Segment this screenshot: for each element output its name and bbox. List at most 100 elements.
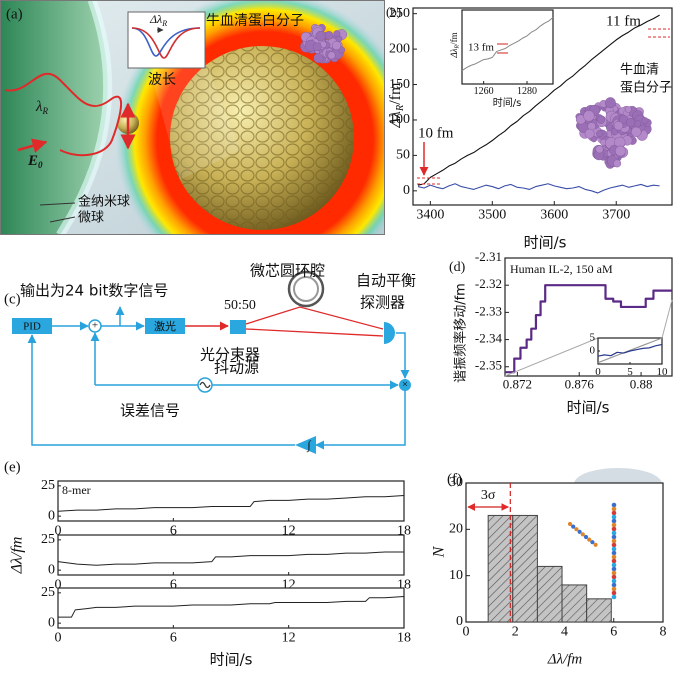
bead [611, 530, 617, 536]
molecule-atom [583, 110, 595, 122]
molecule-atom [324, 31, 334, 40]
label-sub: R [42, 106, 49, 116]
threshold-label: 3σ [481, 488, 496, 503]
x-tick-label: 6 [170, 578, 177, 593]
x-axis-label: Δλ/fm [547, 651, 583, 667]
light-wave [4, 72, 123, 157]
annotation: Human IL-2, 150 aM [510, 262, 613, 276]
bead [611, 582, 617, 588]
y-tick-label: 25 [41, 532, 55, 547]
y-tick-label: 100 [389, 112, 410, 127]
mixer-symbol: × [402, 379, 408, 391]
label-main: Δλ [449, 48, 459, 58]
label-main: Δλ [149, 12, 162, 26]
mixer [399, 379, 411, 391]
molecule-atom [327, 51, 336, 60]
error-label: 误差信号 [120, 402, 180, 420]
bead [587, 537, 592, 542]
sine-icon [199, 381, 211, 389]
splitter-label: 光分束器 [200, 346, 260, 364]
integrator [295, 436, 316, 454]
integrator-symbol: ∫ [306, 438, 311, 452]
nanosphere-label: 金纳米球 [78, 194, 130, 210]
molecule-label: 牛血清蛋白分子 [206, 13, 304, 29]
x-tick-label: 0 [55, 578, 62, 593]
molecule-atom [641, 117, 649, 125]
inset-box [127, 11, 206, 69]
y-tick-label: 200 [389, 41, 410, 56]
splitter [230, 320, 246, 334]
molecule-atom [333, 30, 341, 38]
data-line [57, 551, 404, 566]
bead [611, 534, 617, 540]
molecule-atom [595, 145, 604, 154]
y-tick-label: 0 [403, 183, 410, 198]
y-tick-label: 0 [456, 614, 463, 629]
bar [536, 565, 563, 623]
bead [567, 521, 573, 527]
resonator-label: 微芯圆环腔 [250, 262, 325, 280]
data-line [461, 17, 554, 72]
molecule-label: 蛋白分子 [620, 80, 672, 96]
zoom-line [661, 299, 673, 339]
panel-border [0, 0, 385, 235]
detector-label: 自动平衡 [356, 272, 416, 290]
plot-frame [57, 587, 405, 629]
y-tick-label: 250 [389, 6, 410, 21]
panel-a: (a) ΔλR 波长 牛血清蛋白分子 λR E0 金纳米球 微球 [0, 0, 385, 235]
data-line [505, 284, 672, 374]
label-main: Δλ [387, 111, 404, 128]
field-label: E0 [27, 153, 43, 170]
laser-box [145, 318, 185, 334]
pid-box [12, 318, 52, 334]
bead [611, 554, 617, 560]
bead [611, 526, 617, 532]
bead [611, 510, 617, 516]
molecule-atom [313, 53, 324, 64]
bead [571, 524, 576, 529]
x-tick-label: 3700 [602, 208, 630, 223]
x-axis-label: 时间/s [210, 651, 253, 669]
y-tick-label: 10 [449, 568, 463, 583]
bead [611, 518, 617, 524]
bead [611, 574, 617, 580]
panel-label: (d) [449, 260, 466, 275]
molecule-atom [613, 159, 622, 168]
gold-sphere-texture [170, 46, 354, 230]
pointer-line [49, 216, 76, 223]
ratio-label: 50:50 [224, 298, 256, 313]
e-arrow [17, 138, 48, 153]
x-axis-label: 时间/s [567, 399, 610, 417]
x-tick-label: 4 [561, 625, 568, 640]
molecule-atom [613, 121, 624, 131]
x-tick-label: 3600 [540, 208, 568, 223]
inset-xlabel: 波长 [148, 72, 176, 88]
spectrum-after [131, 27, 201, 59]
spectrum-before [131, 27, 201, 57]
bar [487, 514, 514, 623]
x-tick-label: 1280 [517, 86, 537, 97]
bead [611, 566, 617, 572]
x-tick-label: 0.872 [503, 377, 532, 392]
feedback-line [27, 334, 295, 446]
annotation: 10 fm [418, 125, 454, 141]
error-line [315, 391, 406, 450]
bead [611, 550, 617, 556]
x-tick-label: 0.876 [565, 377, 595, 392]
molecule-atom [584, 128, 595, 139]
x-tick-label: 18 [397, 631, 411, 646]
label-main: λ [35, 99, 43, 115]
x-tick-label: 0 [55, 631, 62, 646]
bead [611, 538, 617, 544]
zoom-line [504, 337, 599, 377]
y-axis-label: 谐振频率移动/fm [453, 283, 469, 383]
y-tick-label: 0 [48, 562, 55, 577]
laser-label: 激光 [154, 319, 176, 333]
label-main: E [27, 153, 38, 169]
molecule-atom [626, 117, 636, 128]
bar [586, 598, 612, 623]
bead [611, 542, 617, 548]
surface-glow [56, 1, 113, 234]
molecule-label: 牛血清 [620, 63, 659, 78]
x-tick-label: 5 [627, 366, 633, 378]
